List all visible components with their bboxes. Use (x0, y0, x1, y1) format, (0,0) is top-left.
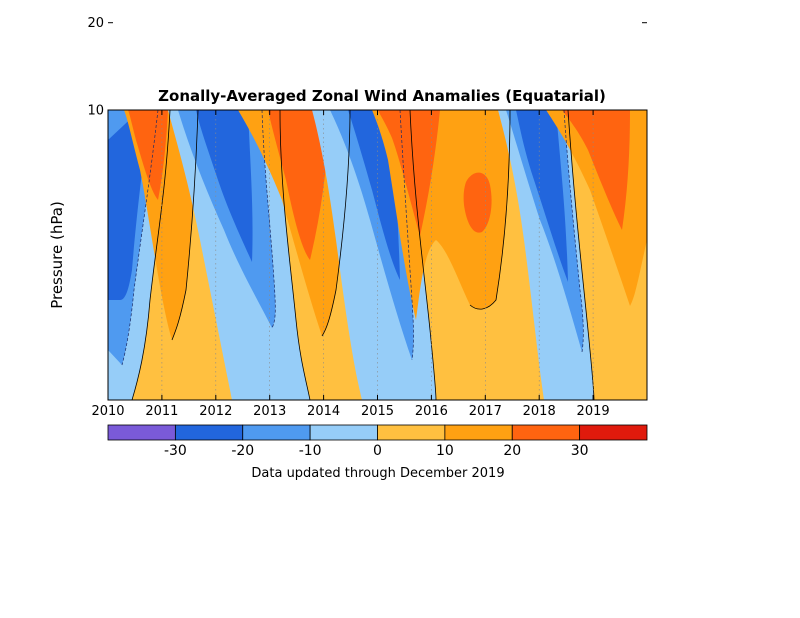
band-positive-2016 (463, 172, 492, 233)
colorbar-label: 0 (373, 443, 382, 459)
y-axis-label: Pressure (hPa) (48, 201, 66, 309)
x-tick-label: 2010 (91, 404, 124, 419)
colorbar-label: 10 (436, 443, 454, 459)
band-positive-2011 (128, 110, 168, 200)
colorbar (107, 424, 648, 441)
contour-lines (131, 110, 595, 400)
x-tick-label: 2013 (253, 404, 286, 419)
band-negative-2018 (506, 110, 584, 352)
band-negative-2018 (516, 110, 568, 282)
colorbar-label: -30 (164, 443, 187, 459)
colorbar-swatch (107, 424, 176, 441)
colorbar-swatch (309, 424, 378, 441)
footnote: Data updated through December 2019 (251, 466, 504, 481)
y-tick-label: 10 (87, 104, 104, 119)
band-negative-2012 (178, 110, 276, 328)
colorbar-swatch (579, 424, 648, 441)
colorbar-label: -10 (299, 443, 322, 459)
x-tick-label: 2016 (415, 404, 448, 419)
colorbar-swatch (511, 424, 581, 441)
colorbar-label: -20 (231, 443, 254, 459)
colorbar-label: 20 (503, 443, 521, 459)
y-axis: 102030405060708090100 (87, 16, 647, 119)
x-tick-label: 2018 (523, 404, 556, 419)
plot-area (108, 110, 647, 400)
colorbar-labels: -30 -20 -10 0 10 20 30 (164, 443, 589, 459)
band-positive-2013 (268, 110, 330, 260)
negative-contour-lines (121, 110, 584, 366)
chart-title: Zonally-Averaged Zonal Wind Anamalies (E… (158, 87, 606, 105)
band-positive-2016 (378, 110, 440, 236)
anomaly-field (108, 110, 647, 400)
x-tick-label: 2011 (145, 404, 178, 419)
x-axis: 2010 2011 2012 2013 2014 2015 2016 2017 2018 2019 (91, 110, 610, 419)
x-tick-label: 2015 (361, 404, 394, 419)
colorbar-swatch (174, 424, 244, 441)
colorbar-swatch (242, 424, 311, 441)
band-positive-2019 (562, 110, 630, 230)
x-tick-label: 2014 (307, 404, 340, 419)
colorbar-swatch (444, 424, 513, 441)
band-positive-2011 (124, 110, 198, 340)
band-negative-2012 (196, 110, 253, 262)
y-tick-label: 20 (87, 16, 104, 31)
colorbar-label: 30 (571, 443, 589, 459)
colorbar-swatch (377, 424, 446, 441)
grid-lines (161, 110, 594, 400)
x-tick-label: 2019 (577, 404, 610, 419)
x-tick-label: 2012 (199, 404, 232, 419)
x-tick-label: 2017 (469, 404, 502, 419)
